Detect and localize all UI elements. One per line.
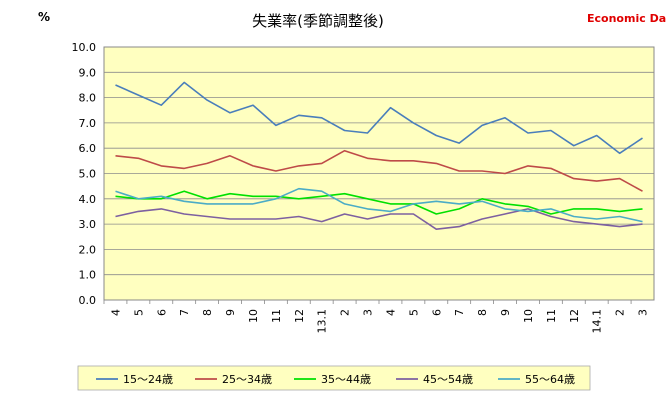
series-line-1 <box>115 81 643 155</box>
y-tick-label: 0.0 <box>79 294 97 307</box>
x-tick-label: 11 <box>545 309 558 323</box>
y-tick-label: 9.0 <box>79 66 97 79</box>
y-tick-label: 6.0 <box>79 142 97 155</box>
x-tick-label: 8 <box>476 309 489 316</box>
x-tick-label: 7 <box>178 309 191 316</box>
x-tick-label: 12 <box>568 309 581 323</box>
legend-label: 25～34歳 <box>222 373 272 386</box>
legend-label: 55～64歳 <box>525 373 575 386</box>
series-line-2 <box>115 149 643 192</box>
x-tick-label: 12 <box>293 309 306 323</box>
y-tick-label: 4.0 <box>79 193 97 206</box>
legend-label: 15～24歳 <box>123 373 173 386</box>
legend: 15～24歳 25～34歳 35～44歳 45～54歳 55～64歳 <box>96 373 575 386</box>
chart-title: 失業率(季節調整後) <box>252 12 384 30</box>
x-tick-label: 11 <box>270 309 283 323</box>
x-tick-label: 5 <box>407 309 420 316</box>
x-tick-label: 3 <box>362 309 375 316</box>
x-tick-label: 6 <box>155 309 168 316</box>
y-tick-label: 1.0 <box>79 269 97 282</box>
x-tick-label: 4 <box>384 309 397 316</box>
legend-label: 45～54歳 <box>423 373 473 386</box>
y-tick-label: 10.0 <box>72 41 97 54</box>
x-axis-ticks: 4 5 6 7 8 9 10 11 12 13.1 2 3 4 5 6 7 8 9 10 11 12 14.1 2 3 <box>103 300 650 334</box>
x-tick-label: 5 <box>132 309 145 316</box>
x-tick-label: 10 <box>522 309 535 323</box>
x-tick-label: 2 <box>614 309 627 316</box>
plot-border <box>103 46 655 301</box>
x-tick-label: 3 <box>637 309 650 316</box>
x-tick-label: 7 <box>453 309 466 316</box>
series-line-4 <box>115 208 643 230</box>
x-tick-label: 9 <box>499 309 512 316</box>
x-tick-label: 6 <box>430 309 443 316</box>
y-tick-label: 7.0 <box>79 117 97 130</box>
y-tick-label: 8.0 <box>79 92 97 105</box>
x-tick-label: 14.1 <box>591 309 604 334</box>
series-lines <box>115 81 643 230</box>
x-tick-label: 13.1 <box>316 309 329 334</box>
y-unit-label: % <box>38 10 50 24</box>
x-tick-label: 10 <box>247 309 260 323</box>
x-tick-label: 2 <box>339 309 352 316</box>
legend-box <box>77 365 591 391</box>
y-tick-label: 2.0 <box>79 243 97 256</box>
source-label: Economic Data <box>587 12 666 25</box>
x-tick-label: 8 <box>201 309 214 316</box>
x-tick-label: 4 <box>109 309 122 316</box>
series-line-5 <box>115 187 643 223</box>
y-tick-label: 3.0 <box>79 218 97 231</box>
x-tick-label: 9 <box>224 309 237 316</box>
y-axis-ticks: 0.0 1.0 2.0 3.0 4.0 5.0 6.0 7.0 8.0 9.0 10.0 <box>72 41 97 307</box>
y-tick-label: 5.0 <box>79 168 97 181</box>
legend-label: 35～44歳 <box>321 373 371 386</box>
series-line-3 <box>115 190 643 215</box>
